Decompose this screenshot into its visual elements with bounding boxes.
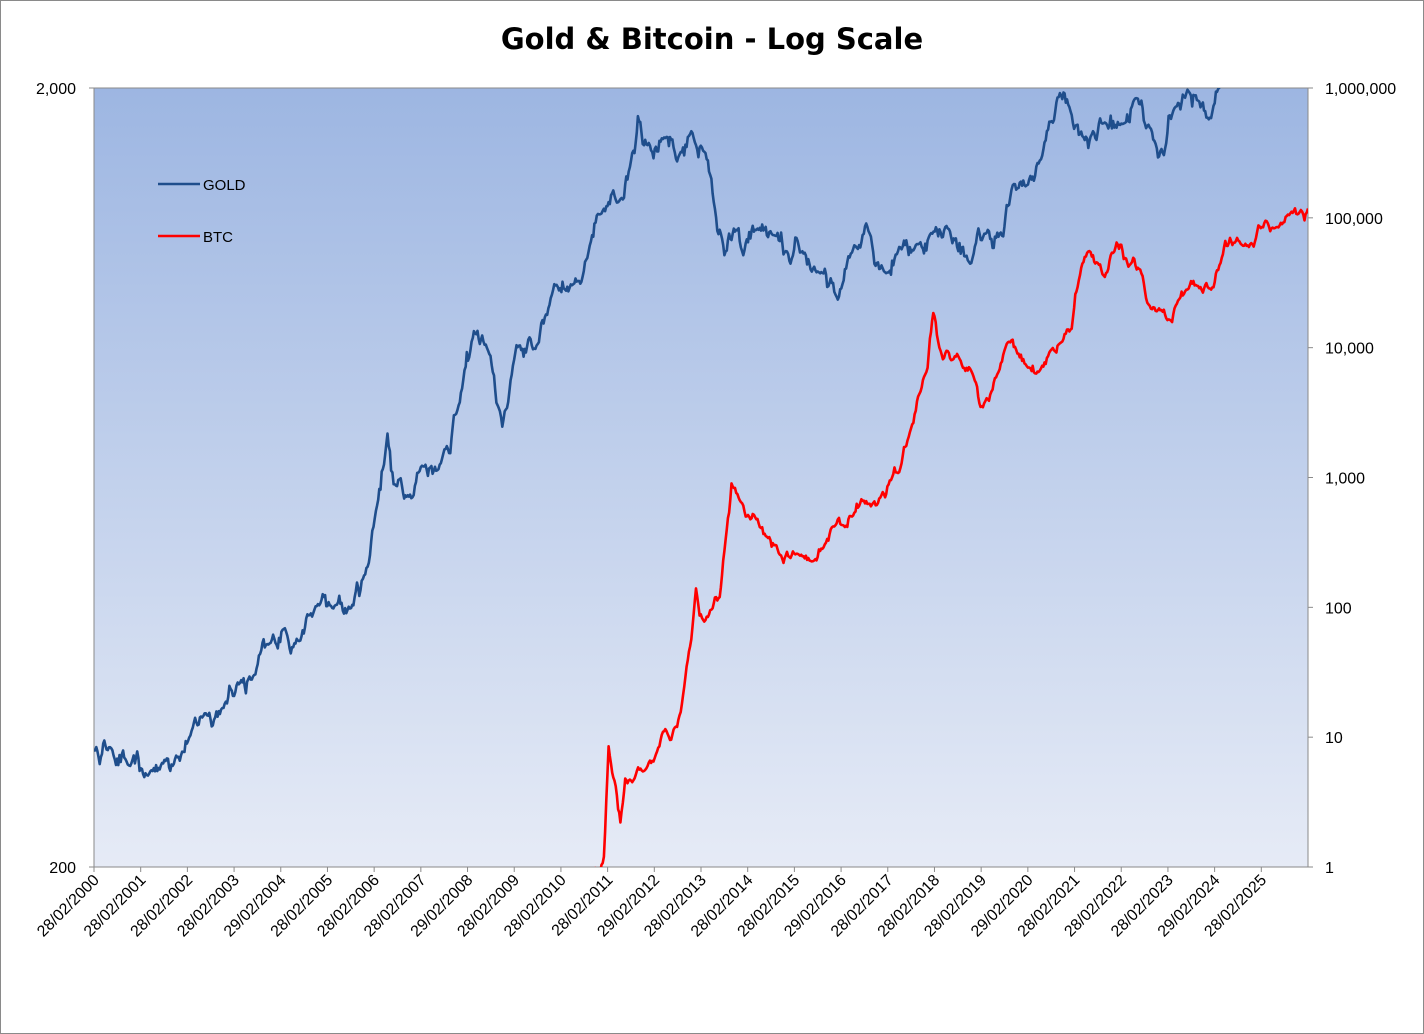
right-tick-label: 1,000,000 xyxy=(1325,81,1396,98)
right-tick-label: 10 xyxy=(1325,730,1343,747)
plot-area xyxy=(93,87,1309,868)
right-tick-label: 10,000 xyxy=(1325,341,1374,358)
series-line-gold xyxy=(94,88,1221,779)
series-line-btc xyxy=(594,207,1308,867)
legend-label-btc: BTC xyxy=(203,229,233,246)
right-tick-label: 100 xyxy=(1325,600,1352,617)
right-tick-label: 1,000 xyxy=(1325,471,1365,488)
left-tick-label: 2,000 xyxy=(36,81,76,98)
right-tick-label: 1 xyxy=(1325,860,1334,877)
legend-label-gold: GOLD xyxy=(203,177,246,194)
left-tick-label: 200 xyxy=(49,860,76,877)
right-tick-label: 100,000 xyxy=(1325,211,1383,228)
chart-title: Gold & Bitcoin - Log Scale xyxy=(500,22,924,56)
legend: GOLD BTC xyxy=(158,177,246,246)
tick-layer xyxy=(89,87,1313,872)
